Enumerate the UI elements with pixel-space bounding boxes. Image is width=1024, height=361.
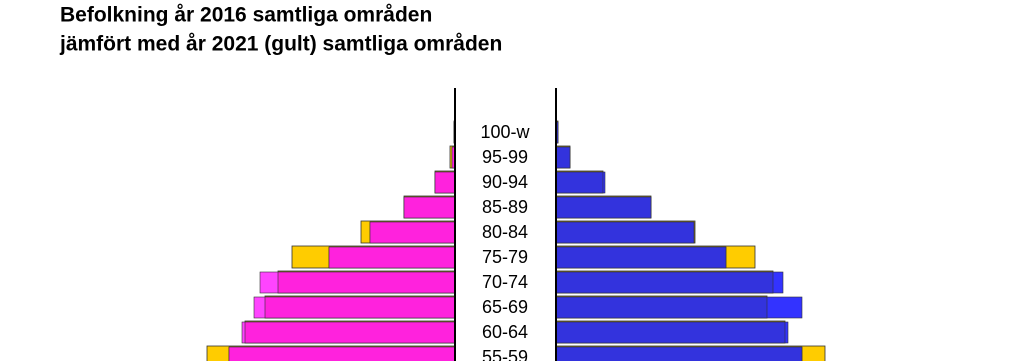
bar-2016 <box>328 246 456 269</box>
age-label: 75-79 <box>482 247 528 267</box>
bar-2016 <box>555 246 727 269</box>
age-label: 60-64 <box>482 322 528 342</box>
bars <box>206 120 826 361</box>
bar-2016 <box>555 146 571 169</box>
bar-2016 <box>555 196 652 219</box>
bar-2016 <box>434 171 456 194</box>
age-label: 80-84 <box>482 222 528 242</box>
bar-2016 <box>403 196 456 219</box>
age-label: 100-w <box>480 122 530 142</box>
bar-2016 <box>264 296 456 319</box>
bar-2016 <box>555 346 803 361</box>
age-label: 65-69 <box>482 297 528 317</box>
age-label: 55-59 <box>482 347 528 361</box>
bar-2016 <box>555 271 774 294</box>
bar-2016 <box>555 296 768 319</box>
bar-2016 <box>228 346 456 361</box>
age-label: 70-74 <box>482 272 528 292</box>
chart-subtitle: jämfört med år 2021 (gult) samtliga områ… <box>59 33 502 56</box>
age-label: 95-99 <box>482 147 528 167</box>
chart-title: Befolkning år 2016 samtliga områden <box>60 4 432 27</box>
age-label: 85-89 <box>482 197 528 217</box>
age-label: 90-94 <box>482 172 528 192</box>
bar-2016 <box>369 221 456 244</box>
bar-2016 <box>244 321 456 344</box>
bar-2016 <box>555 221 695 244</box>
bar-2016 <box>555 171 604 194</box>
bar-2016 <box>555 321 786 344</box>
bar-2016 <box>277 271 456 294</box>
